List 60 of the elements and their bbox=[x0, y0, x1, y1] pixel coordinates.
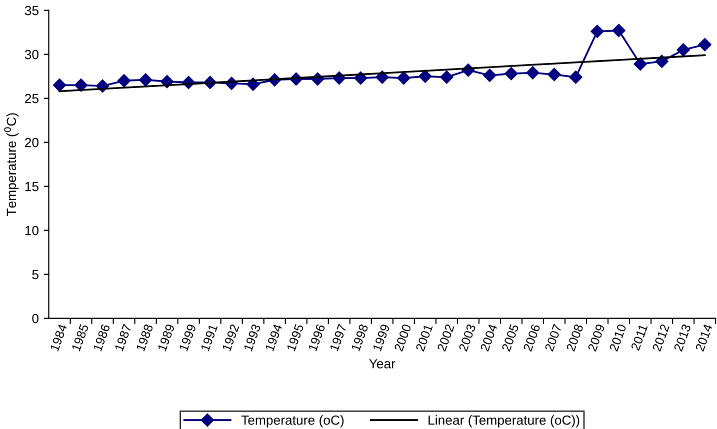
point bbox=[504, 67, 518, 80]
x-tick-label: 1997 bbox=[330, 324, 347, 352]
point bbox=[418, 70, 432, 83]
x-tick-label: 2012 bbox=[652, 324, 670, 352]
legend-label: Linear (Temperature (oC)) bbox=[428, 415, 580, 428]
x-tick-label: 2005 bbox=[502, 324, 519, 352]
y-tick-label: 25 bbox=[25, 94, 38, 104]
x-tick-label: 1992 bbox=[222, 324, 240, 352]
point bbox=[526, 66, 540, 80]
legend-label: Temperature (oC) bbox=[241, 415, 344, 428]
y-tick-label: 30 bbox=[24, 50, 39, 60]
x-tick-label: 2000 bbox=[394, 324, 412, 352]
point bbox=[548, 68, 561, 82]
point bbox=[612, 24, 626, 38]
x-tick-label: 1995 bbox=[286, 324, 304, 352]
point bbox=[117, 74, 131, 88]
point bbox=[569, 70, 582, 84]
x-tick-label: 2013 bbox=[674, 324, 692, 352]
x-tick-label: 2011 bbox=[630, 324, 648, 351]
x-tick-label: 1999 bbox=[178, 324, 196, 352]
y-tick-label: 10 bbox=[25, 226, 39, 236]
x-tick-label: 1996 bbox=[308, 324, 326, 352]
point bbox=[590, 24, 604, 38]
point bbox=[634, 57, 647, 71]
x-tick-label: 2004 bbox=[480, 323, 498, 352]
x-tick-label: 2007 bbox=[544, 324, 562, 352]
point bbox=[676, 43, 690, 56]
x-tick-label: 1991 bbox=[200, 324, 218, 352]
y-tick-label: 20 bbox=[25, 138, 39, 148]
x-axis-title: Year bbox=[369, 359, 396, 368]
y-axis-title: Temperature ($^{0}$C) bbox=[4, 113, 19, 216]
y-tick-label: 0 bbox=[32, 314, 39, 324]
x-tick-label: 2009 bbox=[588, 324, 605, 352]
x-tick-label: 1985 bbox=[71, 324, 89, 352]
x-tick-label: 2008 bbox=[566, 324, 584, 352]
x-tick-label: 1988 bbox=[136, 324, 154, 352]
x-tick-label: 2010 bbox=[609, 324, 627, 352]
y-tick-label: 35 bbox=[24, 6, 38, 16]
x-tick-label: 2014 bbox=[695, 323, 713, 352]
x-tick-label: 1987 bbox=[114, 324, 132, 352]
point bbox=[440, 70, 454, 84]
x-tick-label: 2003 bbox=[458, 324, 476, 352]
point bbox=[397, 71, 410, 85]
x-tick-label: 1993 bbox=[244, 324, 261, 352]
x-tick-label: 2002 bbox=[436, 324, 454, 352]
x-tick-label: 1986 bbox=[92, 324, 110, 352]
point bbox=[52, 78, 66, 92]
x-tick-label: 2006 bbox=[523, 324, 540, 352]
point bbox=[74, 78, 88, 92]
x-tick-label: 1999 bbox=[372, 324, 390, 352]
y-tick-label: 5 bbox=[32, 270, 38, 280]
x-tick-label: 2001 bbox=[415, 324, 433, 352]
x-tick-label: 1989 bbox=[157, 324, 175, 352]
point bbox=[138, 73, 152, 86]
x-tick-label: 1984 bbox=[50, 323, 68, 352]
x-tick-label: 1998 bbox=[351, 324, 368, 352]
point bbox=[698, 38, 712, 52]
y-tick-label: 15 bbox=[25, 182, 38, 192]
point bbox=[483, 68, 496, 82]
x-tick-label: 1994 bbox=[265, 323, 282, 352]
